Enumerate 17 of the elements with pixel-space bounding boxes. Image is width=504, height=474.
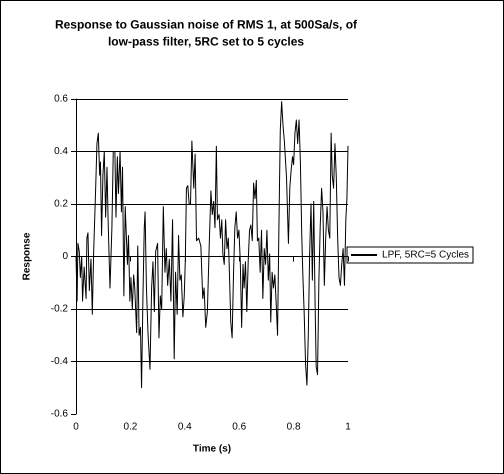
x-tick-label: 1 [345,422,352,432]
y-tick-label: 0.6 [54,94,68,104]
legend-label: LPF, 5RC=5 Cycles [382,250,470,260]
x-tick-label: 0.4 [178,422,192,432]
x-tick-label: 0 [73,422,80,432]
y-axis-title: Response [22,232,32,280]
y-tick-label: 0 [62,251,68,262]
y-tick-label: 0.4 [54,146,68,157]
x-tick-label: 0.8 [286,422,301,432]
x-axis-title: Time (s) [192,444,232,454]
y-tick-label: 0.2 [54,198,68,210]
x-tick-label: 0.6 [232,422,247,432]
y-tick-label: -0.4 [50,356,68,367]
y-tick-label: -0.2 [50,304,68,314]
x-tick-label: 0.2 [123,422,138,432]
y-tick-label: -0.6 [50,408,68,420]
chart-title: Response to Gaussian noise of RMS 1, at 500Sa/s, of low-pass filter, 5RC set to 5 cycles [54,18,358,48]
